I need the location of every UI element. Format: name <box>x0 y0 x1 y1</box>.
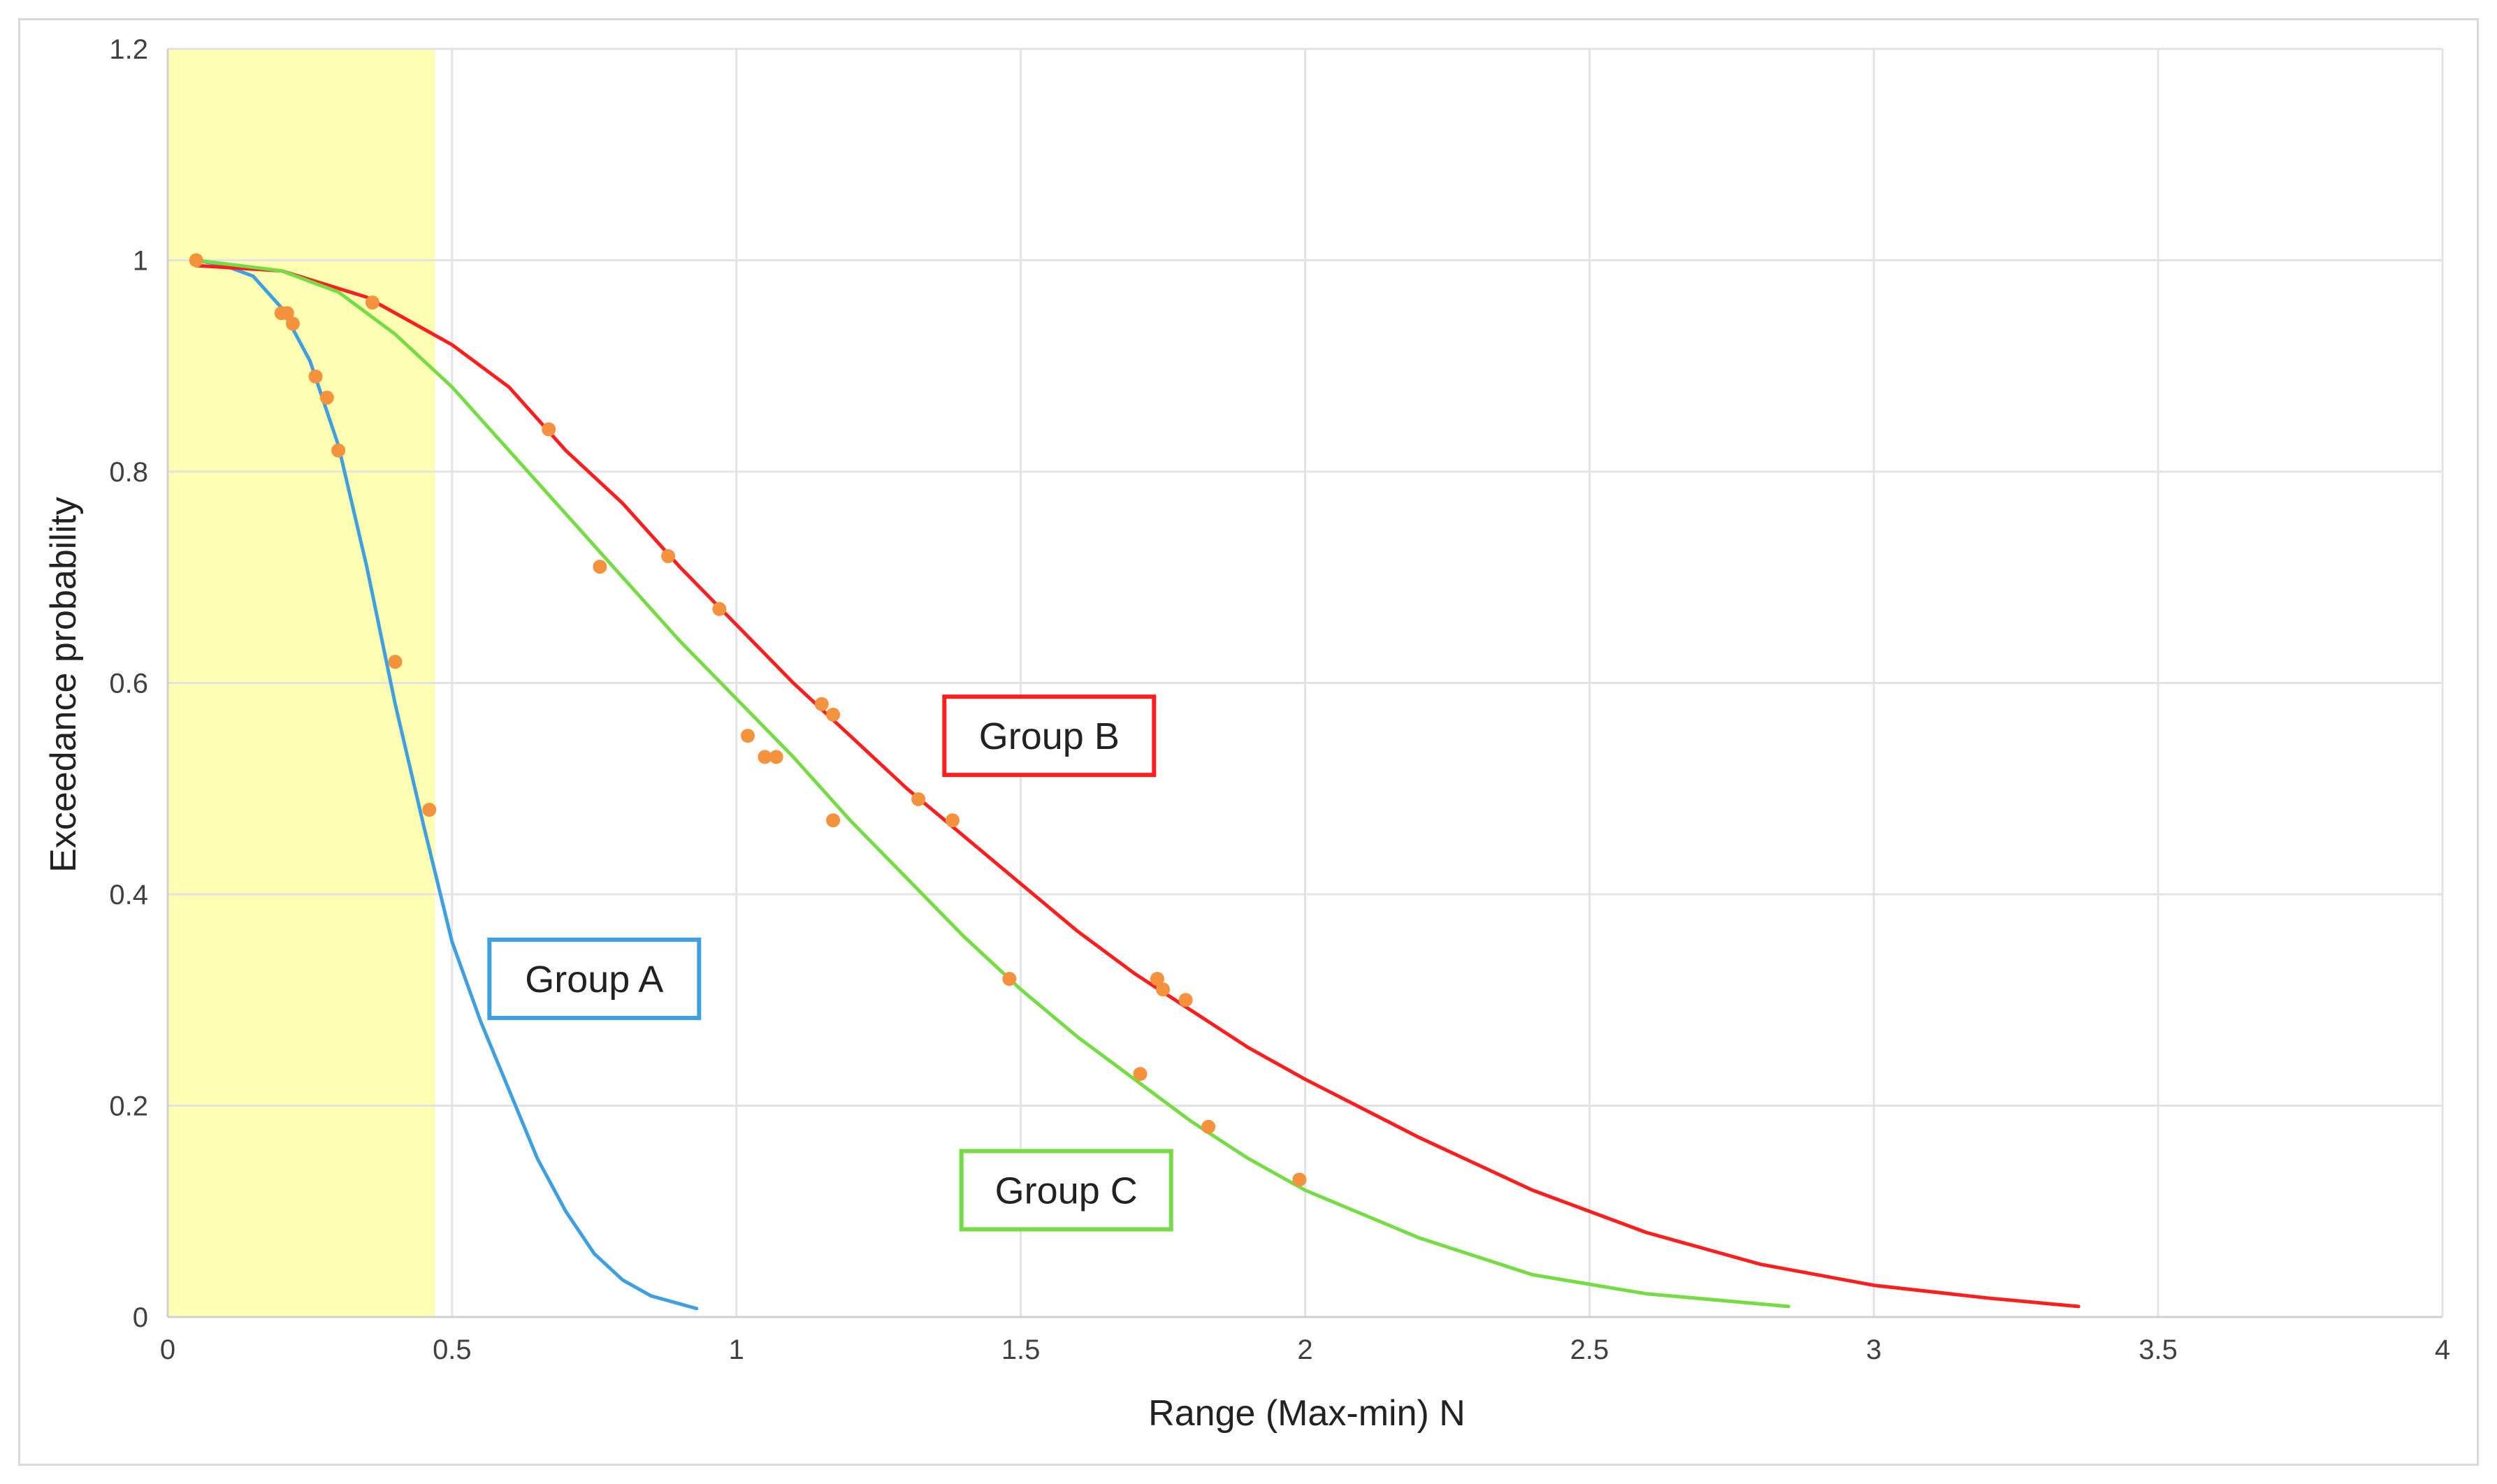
group-c-point <box>1292 1172 1307 1187</box>
group-b-point <box>365 296 379 310</box>
group-c-point <box>758 750 772 764</box>
group-c-point <box>826 813 841 828</box>
group-b-point <box>712 602 727 616</box>
group-a-point <box>319 391 334 405</box>
y-tick-label: 0.4 <box>109 880 148 910</box>
y-tick-label: 0.2 <box>109 1091 148 1122</box>
x-tick-label: 0 <box>160 1334 175 1365</box>
group-a-point <box>331 443 346 458</box>
group-c-point <box>741 729 755 743</box>
group-c-curve <box>194 259 1790 1309</box>
group-a-point <box>308 369 323 384</box>
group-a-point <box>286 317 301 331</box>
group-c-point <box>769 750 783 764</box>
group-a-label: Group A <box>525 959 663 1001</box>
group-a-point <box>280 306 294 321</box>
group-b-point <box>826 707 841 722</box>
x-tick-label: 1.5 <box>1001 1334 1041 1365</box>
group-b-point <box>814 697 829 711</box>
y-tick-label: 0 <box>133 1302 148 1333</box>
group-a-point <box>388 655 403 669</box>
group-b-point <box>542 422 556 437</box>
group-c-label: Group C <box>995 1170 1138 1212</box>
group-c-label-box <box>959 1149 1173 1232</box>
y-axis-title: Exceedance probability <box>43 497 84 873</box>
group-b-point <box>1178 993 1193 1007</box>
y-tick-label: 0.6 <box>109 669 148 699</box>
group-a-curve <box>194 259 699 1311</box>
x-tick-label: 2 <box>1297 1334 1312 1365</box>
y-tick-label: 1 <box>133 246 148 277</box>
x-axis-title: Range (Max-min) N <box>1148 1393 1465 1434</box>
x-tick-label: 2.5 <box>1570 1334 1609 1365</box>
group-c-point <box>1201 1119 1216 1134</box>
group-b-label-box <box>942 694 1157 778</box>
y-tick-label: 1.2 <box>109 34 148 65</box>
group-b-label: Group B <box>979 715 1120 757</box>
group-b-point <box>1150 972 1164 986</box>
x-tick-label: 3 <box>1866 1334 1881 1365</box>
group-c-point <box>1133 1067 1148 1082</box>
group-b-point <box>945 813 960 828</box>
y-tick-label: 0.8 <box>109 457 148 488</box>
x-tick-label: 0.5 <box>433 1334 472 1365</box>
x-tick-label: 1 <box>729 1334 744 1365</box>
group-b-point <box>1156 982 1171 997</box>
x-tick-label: 4 <box>2435 1334 2450 1365</box>
group-a-point <box>422 803 437 817</box>
group-c-point <box>593 560 607 574</box>
group-c-point <box>1002 972 1017 986</box>
group-a-label-box <box>487 938 702 1020</box>
group-a-point <box>189 253 203 268</box>
group-b-point <box>911 792 926 806</box>
group-b-curve <box>194 263 2080 1309</box>
group-b-point <box>661 549 676 563</box>
x-tick-label: 3.5 <box>2138 1334 2178 1365</box>
